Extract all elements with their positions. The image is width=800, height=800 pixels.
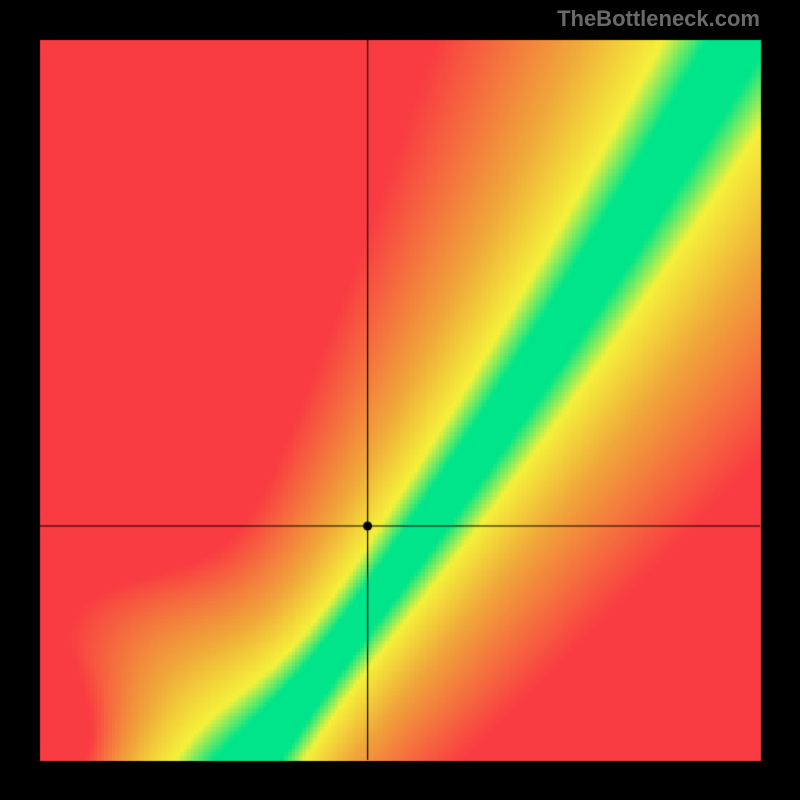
watermark-text: TheBottleneck.com <box>557 6 760 32</box>
chart-container: TheBottleneck.com <box>0 0 800 800</box>
heatmap-canvas <box>0 0 800 800</box>
